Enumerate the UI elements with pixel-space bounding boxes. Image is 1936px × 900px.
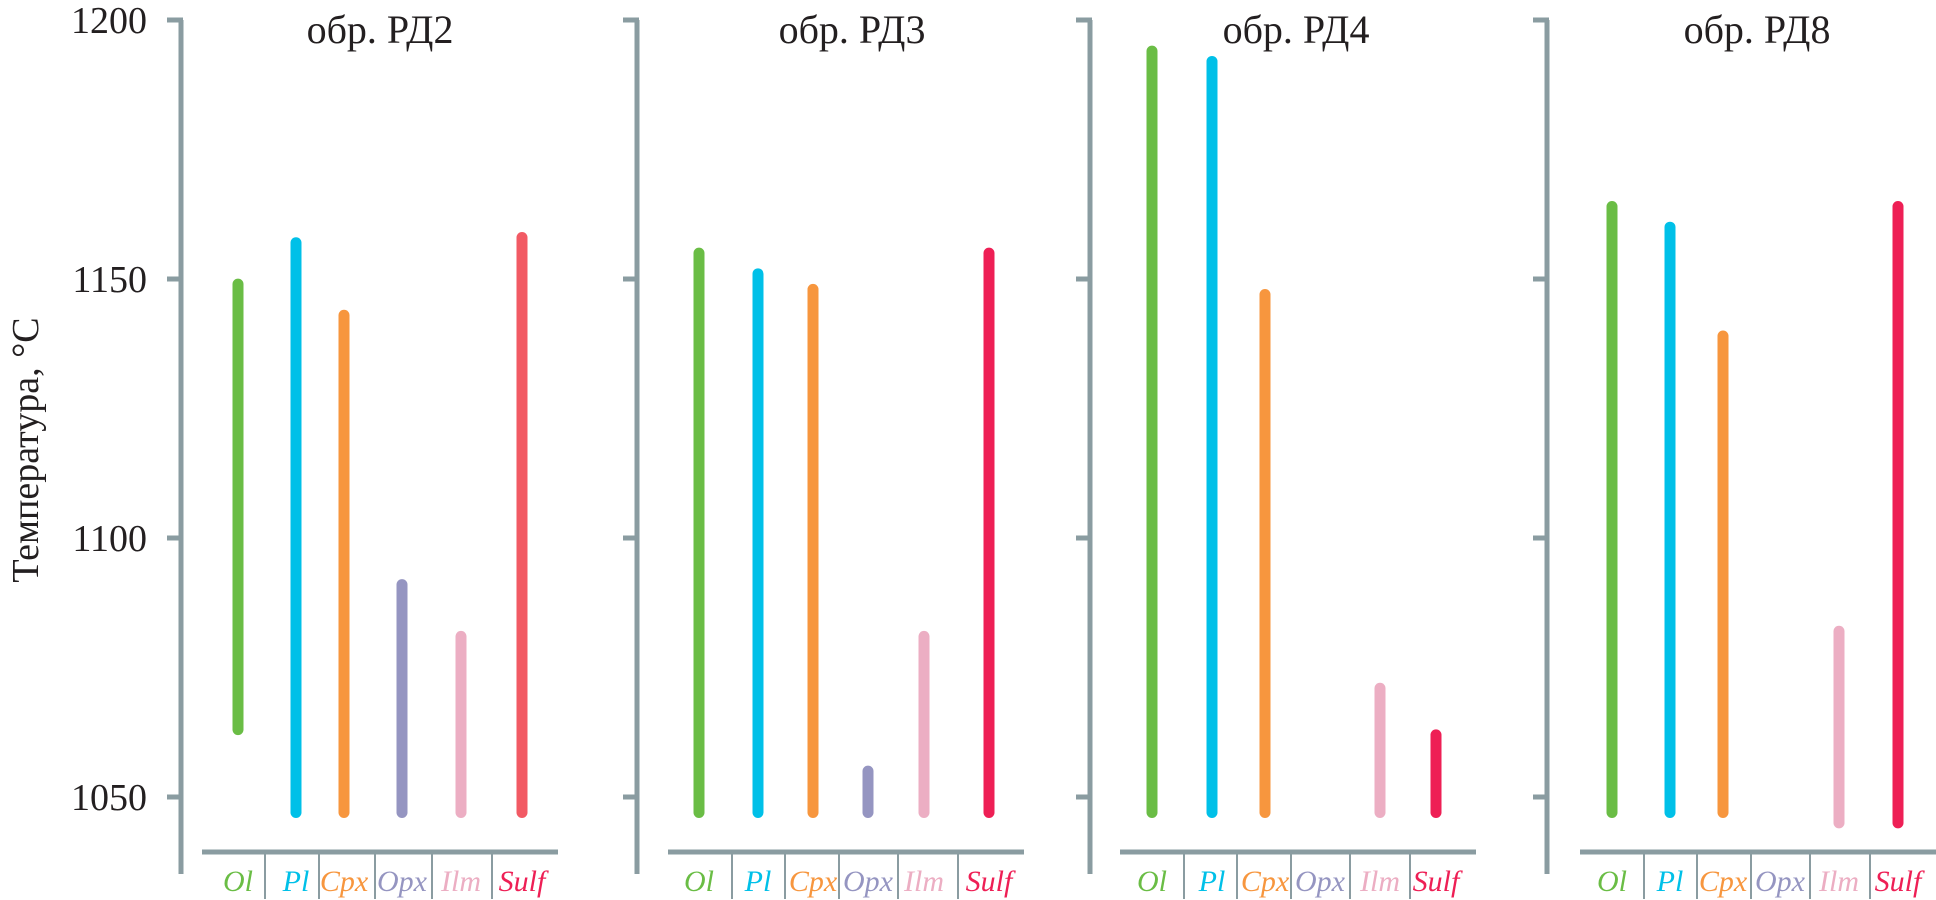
panel-4-category-label-pl: Pl bbox=[1656, 865, 1684, 898]
panel-1-category-label-ilm: Ilm bbox=[440, 865, 481, 898]
y-tick-label-1150: 1150 bbox=[72, 259, 147, 301]
panel-1-category-label-cpx: Cpx bbox=[320, 865, 369, 898]
panel-2-category-label-ol: Ol bbox=[684, 865, 714, 898]
panel-3-category-label-pl: Pl bbox=[1198, 865, 1226, 898]
panel-1-category-label-opx: Opx bbox=[377, 865, 428, 898]
panel-1-category-label-pl: Pl bbox=[282, 865, 310, 898]
y-axis-label: Температура, °C bbox=[5, 317, 47, 582]
panel-1-category-label-ol: Ol bbox=[223, 865, 253, 898]
panel-2-category-label-opx: Opx bbox=[843, 865, 894, 898]
panel-3-category-label-sulf: Sulf bbox=[1413, 865, 1463, 898]
panel-2-category-label-cpx: Cpx bbox=[789, 865, 838, 898]
y-tick-label-1100: 1100 bbox=[72, 518, 147, 560]
panel-3-title: обр. РД4 bbox=[1223, 7, 1370, 52]
panel-3-category-label-ilm: Ilm bbox=[1359, 865, 1400, 898]
y-tick-label-1050: 1050 bbox=[71, 777, 147, 819]
panel-4-category-label-ol: Ol bbox=[1597, 865, 1627, 898]
panel-2-category-label-pl: Pl bbox=[744, 865, 772, 898]
y-tick-label-1200: 1200 bbox=[71, 0, 147, 42]
panel-4-category-label-cpx: Cpx bbox=[1699, 865, 1748, 898]
panel-4-category-label-opx: Opx bbox=[1755, 865, 1806, 898]
panel-3-category-label-ol: Ol bbox=[1137, 865, 1167, 898]
panel-2-category-label-ilm: Ilm bbox=[903, 865, 944, 898]
panel-1-category-label-sulf: Sulf bbox=[499, 865, 549, 898]
panel-1-title: обр. РД2 bbox=[307, 7, 454, 52]
panel-4-category-label-sulf: Sulf bbox=[1875, 865, 1925, 898]
panel-3-category-label-opx: Opx bbox=[1295, 865, 1346, 898]
panel-4-title: обр. РД8 bbox=[1684, 7, 1831, 52]
panel-2-category-label-sulf: Sulf bbox=[966, 865, 1016, 898]
panel-2-title: обр. РД3 bbox=[779, 7, 926, 52]
panel-4-category-label-ilm: Ilm bbox=[1818, 865, 1859, 898]
panel-3-category-label-cpx: Cpx bbox=[1241, 865, 1290, 898]
